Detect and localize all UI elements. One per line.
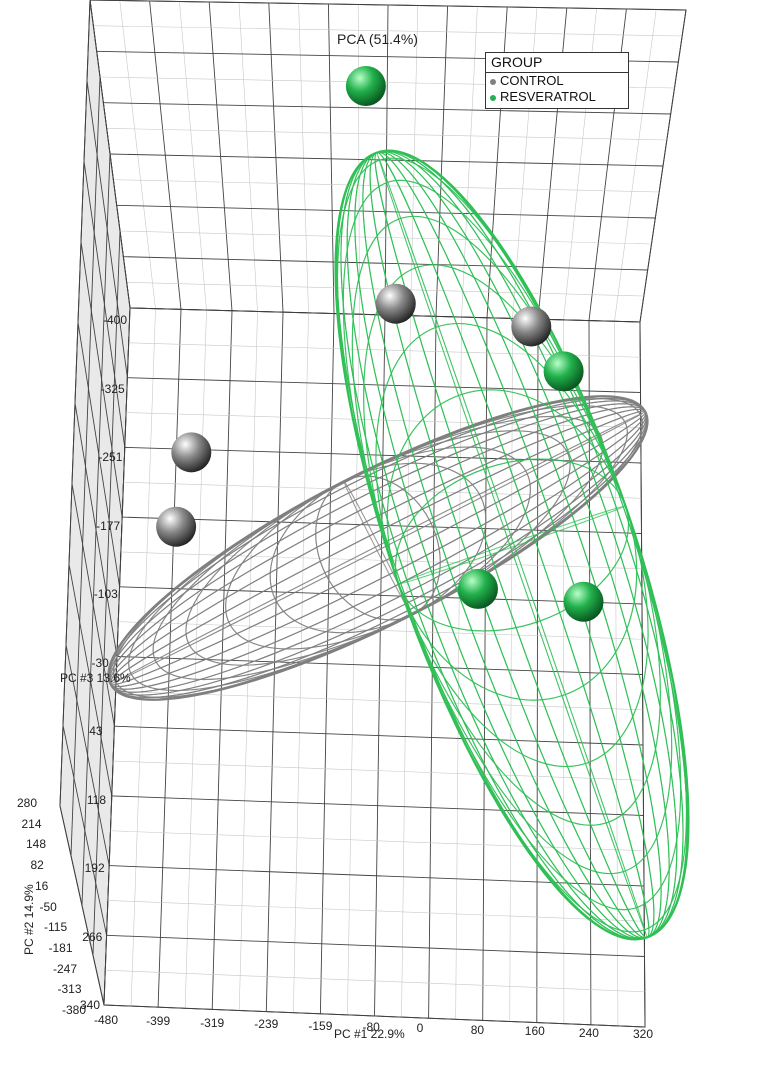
side-grid-line [65,644,110,866]
z-tick-label: -103 [93,587,118,601]
back-grid-line [116,204,656,219]
x-tick-label: 160 [524,1024,545,1039]
x-axis-title: PC #1 22.9% [334,1027,405,1041]
x-tick-label: -159 [308,1018,333,1033]
floor-grid-line [105,969,645,993]
floor-grid-line [119,586,643,605]
control-point-4 [156,506,197,547]
side-grid-line [68,564,113,796]
x-tick-label: 0 [416,1021,424,1036]
floor-grid-line [107,900,645,922]
side-grid-line [77,322,121,587]
floor-grid-line [110,830,644,852]
floor-grid-line [113,760,644,781]
side-grid-line [71,483,115,727]
back-grid-line [123,256,648,271]
side-grid-line [59,805,105,1006]
z-axis-title: PC #3 13.6% [60,671,131,685]
legend-marker-resveratrol [490,94,496,101]
side-grid-line [83,161,126,448]
y-tick-label: -115 [44,920,68,935]
resveratrol-point-3 [457,568,498,609]
back-grid-line [119,230,652,245]
x-tick-label: -399 [146,1014,171,1029]
x-tick-label: 240 [578,1025,599,1040]
back-grid-line [89,0,687,11]
back-grid-line [103,102,671,115]
z-tick-label: -251 [98,450,123,464]
floor-grid-line [103,1004,646,1028]
y-tick-label: 280 [17,796,38,810]
legend-entry-resveratrol: RESVERATROL [486,89,628,105]
chart-title: PCA (51.4%) [337,31,418,47]
side-grid-line [89,0,131,309]
z-tick-label: 118 [86,792,107,807]
floor-grid-line [106,934,645,957]
resveratrol-point-1 [345,65,386,106]
z-tick-label: 266 [82,929,103,944]
floor-grid-line [114,725,644,746]
legend-entry-control: CONTROL [486,73,628,89]
y-tick-label: -313 [57,982,82,997]
resveratrol-ellipsoid [334,149,690,941]
legend-label-control: CONTROL [500,73,564,88]
y-tick-label: -50 [39,899,57,914]
resveratrol-point-2 [543,351,584,392]
x-tick-label: -239 [254,1017,279,1032]
y-tick-label: -380 [62,1003,87,1017]
z-tick-label: 192 [84,861,105,875]
legend-marker-control [490,78,496,85]
floor-grid [103,307,646,1028]
side-grid-line [80,241,123,518]
z-tick-label: -325 [100,381,125,396]
control-point-2 [511,306,552,347]
x-tick-label: -319 [200,1015,225,1030]
resveratrol-point-4 [563,581,604,622]
legend-label-resveratrol: RESVERATROL [500,89,596,104]
floor-grid-line [120,551,642,570]
y-tick-label: 148 [26,837,47,852]
data-points [156,65,604,622]
side-grid-line [62,725,108,936]
floor-grid-line [111,795,644,816]
z-tick-label: -30 [91,655,109,670]
x-tick-label: 80 [470,1022,485,1037]
z-tick-label: -177 [96,518,121,533]
back-grid-line [109,153,664,167]
side-wall-grid [59,0,131,1006]
back-wall-grid [89,0,687,323]
y-tick-label: 82 [30,858,44,873]
y-tick-label: -247 [53,961,78,976]
x-tick-label: -480 [94,1013,119,1027]
floor-grid-line [127,377,641,393]
z-tick-label: 340 [80,998,101,1012]
x-tick-label: 320 [633,1027,654,1041]
side-grid-line [74,402,118,657]
back-grid-line [93,25,683,37]
group-ellipsoids [107,149,690,941]
legend-title: GROUP [486,53,628,73]
y-axis-title: PC #2 14.9% [22,884,36,955]
legend: GROUP CONTROL RESVERATROL [485,52,629,109]
resveratrol-ellipsoid-outline [334,149,690,941]
side-grid-line [86,80,128,378]
y-tick-label: 214 [21,816,42,831]
x-tick-label: -80 [362,1020,380,1034]
back-grid-line [106,128,667,141]
y-tick-label: -181 [48,940,73,955]
z-tick-label: -400 [103,313,128,327]
back-grid-line [113,179,660,193]
z-tick-label: 43 [89,724,103,738]
control-point-3 [171,432,212,473]
y-tick-label: 16 [35,878,49,893]
control-point-1 [375,283,416,324]
